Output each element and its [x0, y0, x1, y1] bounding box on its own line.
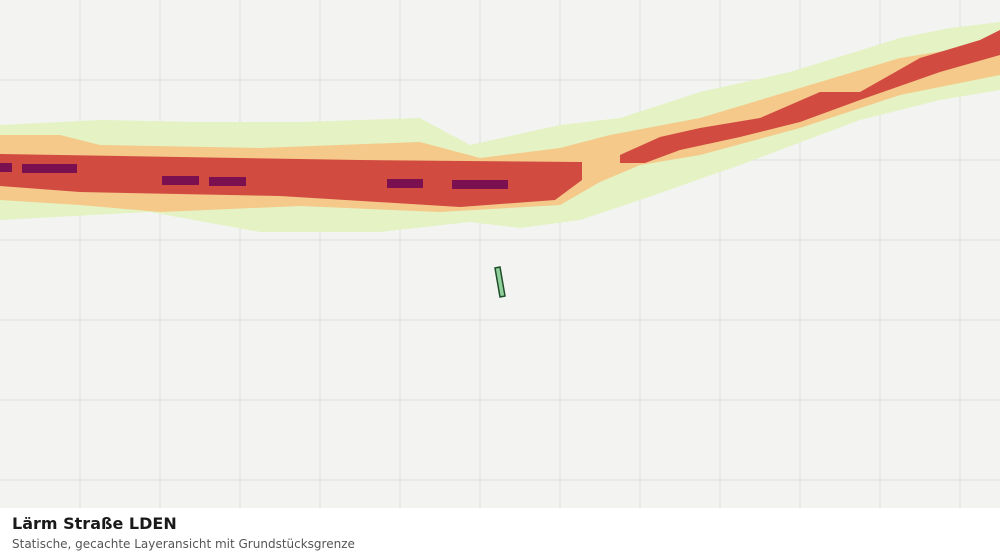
map-canvas: [0, 0, 1000, 508]
noise-zone-very-high: [0, 163, 508, 189]
parcel-boundary: [494, 266, 506, 298]
noise-zone-high: [620, 30, 1000, 163]
map-title: Lärm Straße LDEN: [12, 514, 177, 533]
map-subtitle: Statische, gecachte Layeransicht mit Gru…: [12, 537, 355, 551]
noise-zone-high: [0, 154, 582, 207]
caption: Lärm Straße LDEN Statische, gecachte Lay…: [0, 508, 1000, 560]
